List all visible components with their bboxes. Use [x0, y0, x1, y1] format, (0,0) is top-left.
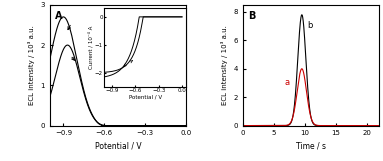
Y-axis label: ECL intensity / 10³ a.u.: ECL intensity / 10³ a.u. [221, 25, 228, 105]
X-axis label: Potential / V: Potential / V [95, 142, 141, 151]
Text: a: a [285, 78, 290, 87]
X-axis label: Time / s: Time / s [296, 142, 326, 151]
Y-axis label: ECL intensity / 10³ a.u.: ECL intensity / 10³ a.u. [28, 25, 35, 105]
Text: b: b [307, 21, 312, 30]
Text: B: B [249, 11, 256, 21]
Text: A: A [55, 11, 63, 21]
